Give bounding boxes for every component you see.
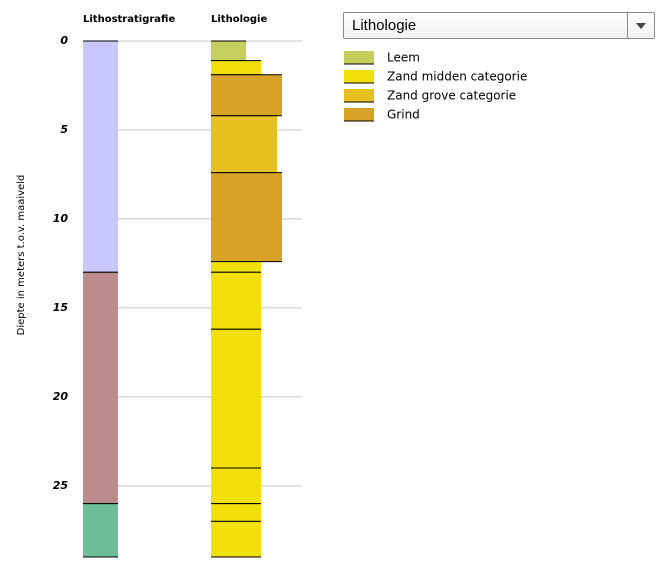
dropdown-arrow[interactable]: [627, 13, 654, 38]
strat-layer: [83, 272, 118, 504]
dropdown-value: Lithologie: [352, 17, 417, 34]
y-tick-label: 25: [53, 479, 69, 492]
lith-layer: [211, 272, 261, 330]
legend-swatch: [344, 89, 374, 102]
legend-label: Zand midden categorie: [387, 70, 527, 84]
column-header: Lithologie: [211, 14, 267, 25]
legend-swatch: [344, 70, 374, 83]
lith-layer: [211, 115, 277, 173]
legend-swatch: [344, 108, 374, 121]
y-tick-label: 5: [60, 123, 68, 136]
y-axis-label: Diepte in meters t.o.v. maaiveld: [16, 175, 27, 336]
legend-label: Grind: [387, 108, 420, 122]
lith-layer: [211, 468, 261, 504]
lith-layer: [211, 329, 261, 469]
legend-swatch: [344, 51, 374, 64]
y-tick-label: 10: [53, 212, 69, 225]
strat-layer: [83, 503, 118, 557]
lith-layer: [211, 74, 282, 116]
lith-layer: [211, 503, 261, 522]
column-header: Lithostratigrafie: [83, 14, 175, 25]
legend-label: Leem: [387, 51, 420, 65]
dropdown[interactable]: Lithologie: [343, 12, 655, 39]
strat-layer: [83, 41, 118, 273]
lith-layer: [211, 41, 246, 61]
lith-layer: [211, 261, 261, 273]
y-tick-label: 20: [53, 390, 69, 403]
lith-layer: [211, 172, 282, 262]
y-tick-label: 0: [60, 34, 68, 47]
lith-layer: [211, 60, 261, 75]
legend-label: Zand grove categorie: [387, 89, 516, 103]
lith-layer: [211, 521, 261, 557]
y-tick-label: 15: [53, 301, 69, 314]
